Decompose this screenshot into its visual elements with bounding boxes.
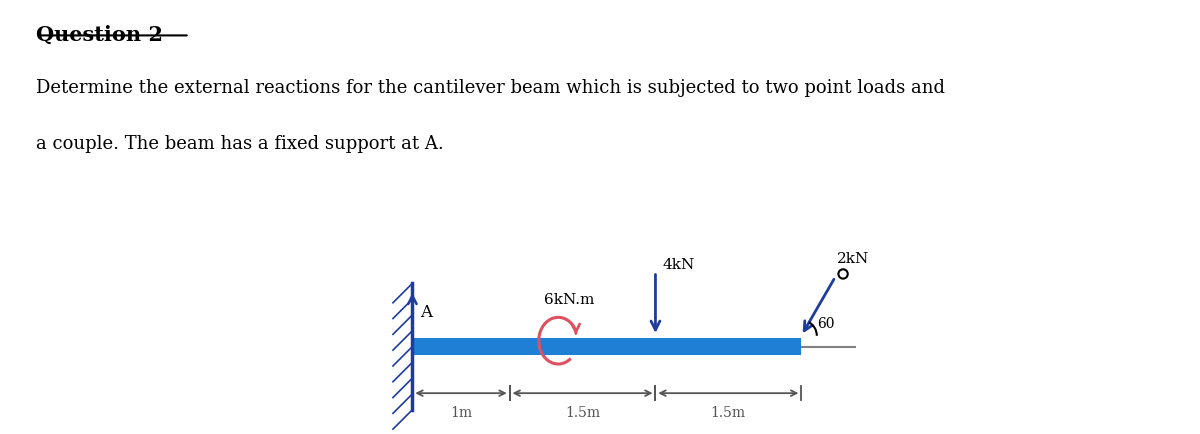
Text: 2kN: 2kN: [838, 252, 870, 266]
Text: Determine the external reactions for the cantilever beam which is subjected to t: Determine the external reactions for the…: [36, 79, 946, 97]
Text: 1.5m: 1.5m: [565, 406, 600, 420]
Text: 60: 60: [817, 317, 834, 331]
Text: A: A: [420, 304, 432, 321]
Text: Question 2: Question 2: [36, 25, 163, 45]
Text: 6kN.m: 6kN.m: [544, 293, 594, 307]
Text: a couple. The beam has a fixed support at A.: a couple. The beam has a fixed support a…: [36, 135, 444, 153]
Text: 1.5m: 1.5m: [710, 406, 746, 420]
Bar: [413, 338, 802, 355]
Text: 1m: 1m: [450, 406, 472, 420]
Text: 4kN: 4kN: [662, 258, 695, 272]
